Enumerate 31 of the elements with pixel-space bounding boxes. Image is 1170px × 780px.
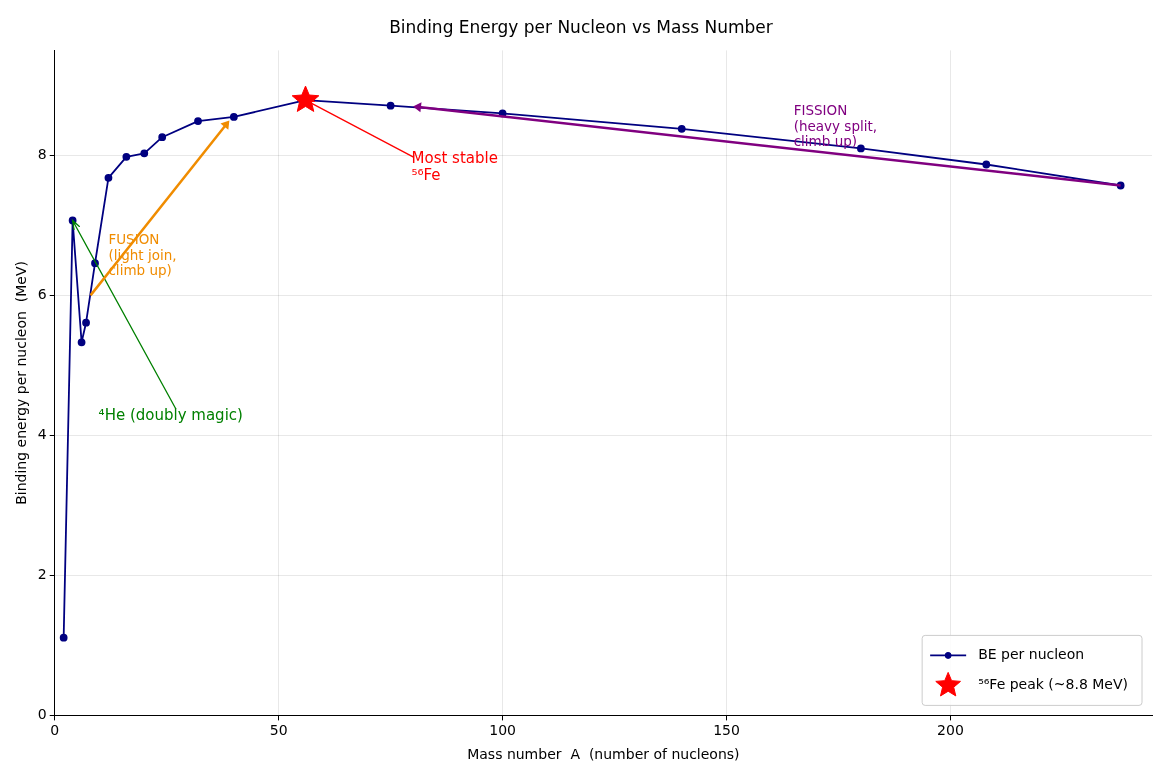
legend-label: ⁵⁶Fe peak (~8.8 MeV): [978, 676, 1129, 693]
point: [122, 152, 131, 161]
point: [982, 160, 991, 169]
x-tick-label: 200: [937, 722, 964, 739]
x-tick-label: 100: [489, 722, 516, 739]
y-tick-label: 8: [37, 146, 47, 163]
chart-title: Binding Energy per Nucleon vs Mass Number: [389, 16, 773, 37]
legend-label: BE per nucleon: [978, 646, 1085, 663]
point: [856, 144, 865, 153]
point: [386, 101, 395, 110]
point: [82, 318, 90, 327]
y-tick-label: 6: [37, 286, 47, 303]
point: [59, 633, 68, 642]
point: [291, 85, 320, 112]
point: [194, 117, 202, 125]
point: [104, 173, 113, 182]
annotation: ⁴He (doubly magic): [98, 405, 243, 424]
y-tick-label: 2: [37, 566, 47, 583]
annotation: Most stable ⁵⁶Fe: [411, 149, 498, 185]
point: [158, 133, 167, 142]
y-tick-label: 0: [37, 706, 47, 723]
x-tick-label: 50: [269, 722, 288, 739]
point: [229, 113, 238, 121]
y-axis-title: Binding energy per nucleon (MeV): [13, 261, 30, 505]
y-tick-label: 4: [37, 426, 47, 443]
x-tick-label: 150: [713, 722, 740, 739]
point: [77, 338, 86, 347]
point: [677, 124, 686, 133]
x-axis-title: Mass number A (number of nucleons): [467, 746, 740, 763]
point: [140, 149, 149, 158]
x-tick-label: 0: [50, 722, 60, 739]
